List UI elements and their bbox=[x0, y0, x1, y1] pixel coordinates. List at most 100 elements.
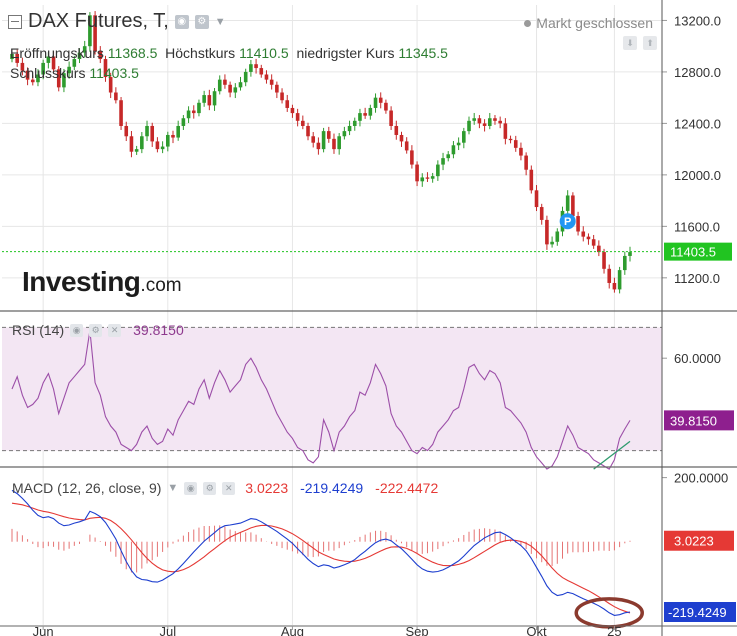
candle-body bbox=[404, 141, 409, 151]
close-icon[interactable]: ✕ bbox=[108, 323, 122, 337]
candle-body bbox=[591, 239, 596, 246]
scale-buttons: ⬇ ⬆ bbox=[623, 36, 657, 50]
candle-body bbox=[462, 131, 466, 143]
marker-p-circle[interactable] bbox=[559, 213, 576, 230]
candle-body bbox=[389, 110, 393, 126]
macd-hist-label: 3.0223 bbox=[674, 534, 714, 549]
price-axis: 11200.0 11600.0 12000.0 12400.0 12800.0 13200… bbox=[662, 13, 721, 286]
candle-body bbox=[373, 97, 378, 108]
candle-body bbox=[119, 100, 123, 126]
last-price-line: 11403.5 bbox=[2, 242, 732, 261]
candle-body bbox=[238, 82, 243, 88]
gear-icon[interactable]: ⚙ bbox=[194, 14, 209, 29]
ohlc-open: Eröffnungskurs 11368.5 bbox=[10, 45, 158, 61]
macd-signal-value: -222.4472 bbox=[375, 480, 439, 496]
price-panel: 11200.0 11600.0 12000.0 12400.0 12800.0 13200… bbox=[2, 5, 732, 625]
candle-body bbox=[425, 177, 430, 179]
macd-annotation bbox=[574, 597, 644, 629]
rsi-current-box bbox=[664, 410, 734, 431]
candle-body bbox=[384, 102, 388, 111]
macd-signal-line bbox=[11, 502, 631, 614]
candle-body bbox=[623, 255, 627, 271]
price-candles bbox=[10, 11, 632, 294]
candle-body bbox=[472, 118, 477, 121]
price-tick-label: 12400.0 bbox=[674, 116, 721, 131]
candle-body bbox=[77, 52, 82, 60]
candle-body bbox=[249, 64, 253, 72]
gear-icon[interactable]: ⚙ bbox=[89, 323, 103, 337]
candle-body bbox=[46, 56, 51, 63]
rsi-current-label: 39.8150 bbox=[670, 413, 717, 428]
candle-body bbox=[565, 195, 570, 211]
ohlc-low: niedrigster Kurs 11345.5 bbox=[296, 45, 448, 61]
x-grid bbox=[42, 5, 615, 625]
macd-axis: 200.0000 3.0223 -219.4249 bbox=[662, 471, 736, 622]
arrow-down-icon[interactable]: ⬇ bbox=[623, 36, 637, 50]
marker-p[interactable]: P bbox=[559, 213, 576, 230]
logo-suffix: .com bbox=[140, 275, 182, 296]
candle-body bbox=[108, 77, 113, 93]
x-tick-label: Aug bbox=[281, 624, 304, 636]
eye-icon[interactable]: ◉ bbox=[174, 14, 189, 29]
candle-body bbox=[534, 190, 539, 208]
macd-line-label: -219.4249 bbox=[668, 605, 727, 620]
last-price-box bbox=[664, 242, 732, 261]
candle-body bbox=[352, 120, 357, 126]
candle-body bbox=[62, 73, 66, 88]
candle-body bbox=[519, 147, 523, 156]
candle-body bbox=[212, 91, 217, 106]
rsi-panel: 60.0000 39.8150 bbox=[2, 326, 734, 470]
rsi-value: 39.8150 bbox=[133, 322, 184, 338]
rsi-title: RSI (14) bbox=[12, 322, 65, 338]
candle-body bbox=[25, 70, 30, 80]
macd-tick-label: 200.0000 bbox=[674, 471, 728, 486]
rsi-grid bbox=[2, 326, 662, 452]
macd-lines bbox=[11, 489, 631, 616]
candle-body bbox=[363, 113, 367, 116]
eye-icon[interactable]: ◉ bbox=[70, 323, 84, 337]
candle-body bbox=[145, 125, 149, 137]
candle-body bbox=[10, 53, 14, 60]
annotation-circle bbox=[574, 597, 644, 629]
x-axis: Jun Jul Aug Sep Okt 25 bbox=[33, 624, 622, 636]
candle-body bbox=[160, 146, 165, 150]
candle-body bbox=[332, 138, 336, 150]
macd-line-value: -219.4249 bbox=[300, 480, 364, 496]
candle-body bbox=[264, 74, 269, 80]
candle-body bbox=[451, 145, 456, 155]
candle-body bbox=[140, 136, 144, 150]
candle-body bbox=[415, 164, 419, 182]
x-tick-label: Okt bbox=[526, 624, 547, 636]
candle-body bbox=[207, 95, 212, 106]
close-icon[interactable]: ✕ bbox=[222, 481, 236, 495]
candle-body bbox=[347, 125, 352, 132]
candle-body bbox=[576, 216, 580, 232]
collapse-toggle[interactable] bbox=[8, 14, 22, 29]
macd-title: MACD (12, 26, close, 9) bbox=[12, 480, 162, 496]
candle-body bbox=[150, 125, 155, 142]
candle-body bbox=[612, 282, 617, 290]
candle-body bbox=[269, 79, 274, 85]
candle-body bbox=[129, 136, 134, 152]
gear-icon[interactable]: ⚙ bbox=[203, 481, 217, 495]
candle-body bbox=[456, 142, 461, 146]
candle-body bbox=[617, 270, 622, 290]
candle-body bbox=[202, 95, 206, 103]
chevron-down-icon[interactable]: ▼ bbox=[167, 482, 179, 494]
x-tick-label: Jun bbox=[33, 624, 54, 636]
chevron-down-icon[interactable]: ▼ bbox=[214, 15, 226, 28]
candle-body bbox=[358, 113, 362, 121]
candle-body bbox=[301, 120, 305, 126]
arrow-up-icon[interactable]: ⬆ bbox=[643, 36, 657, 50]
candle-body bbox=[254, 64, 258, 69]
candle-body bbox=[508, 138, 513, 141]
candle-body bbox=[275, 84, 279, 93]
candle-body bbox=[394, 125, 399, 135]
price-tick-label: 11200.0 bbox=[674, 271, 720, 286]
rsi-line bbox=[11, 330, 631, 470]
eye-icon[interactable]: ◉ bbox=[184, 481, 198, 495]
candle-body bbox=[171, 134, 175, 138]
candle-body bbox=[493, 118, 497, 121]
candle-body bbox=[181, 118, 186, 126]
